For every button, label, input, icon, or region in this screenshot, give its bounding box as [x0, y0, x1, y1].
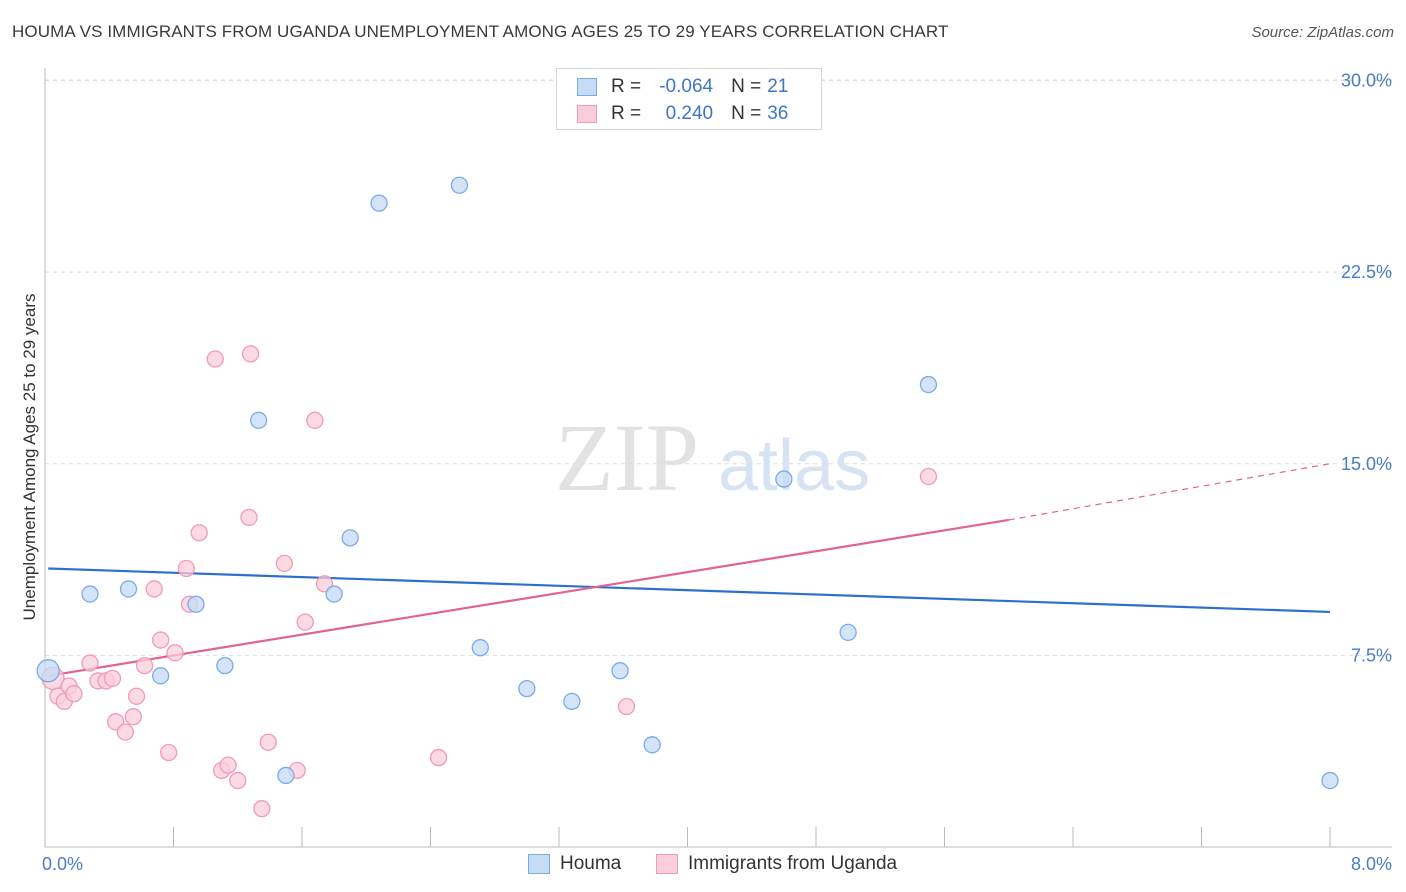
- uganda-point: [166, 644, 184, 662]
- houma-point: [277, 766, 295, 785]
- uganda-point: [177, 559, 196, 578]
- uganda-point: [160, 743, 178, 762]
- houma-point: [36, 659, 60, 683]
- houma-point: [563, 692, 581, 711]
- tick-labels: 7.5% 15.0% 22.5% 30.0% 0.0% 8.0%: [42, 71, 1392, 875]
- houma-point: [919, 375, 938, 394]
- uganda-point: [253, 800, 271, 818]
- uganda-point: [275, 554, 293, 573]
- x-tick-label: 8.0%: [1351, 854, 1392, 874]
- y-tick-label: 7.5%: [1351, 645, 1392, 665]
- uganda-point: [127, 687, 146, 705]
- legend-n-label: N =: [731, 103, 762, 124]
- y-tick-label: 22.5%: [1341, 262, 1392, 282]
- uganda-point: [65, 685, 83, 703]
- uganda-point: [81, 654, 99, 672]
- legend-r-value: -0.064: [659, 76, 714, 97]
- uganda-point: [151, 631, 170, 649]
- uganda-point: [206, 350, 224, 368]
- houma-point: [119, 580, 138, 598]
- legend-r-label: R =: [611, 103, 642, 124]
- uganda-legend-label: Immigrants from Uganda: [688, 853, 898, 874]
- uganda-point: [135, 656, 154, 675]
- legend-r-value: 0.240: [665, 103, 714, 124]
- houma-trend-line: [48, 567, 1331, 614]
- houma-point: [151, 667, 170, 685]
- houma-swatch-icon: [577, 78, 597, 96]
- uganda-point: [229, 771, 247, 790]
- uganda-point: [429, 748, 448, 767]
- legend-row-houma: R = -0.064 N = 21: [577, 75, 788, 99]
- uganda-point: [116, 723, 134, 741]
- axes: [44, 68, 1392, 848]
- correlation-legend: R = -0.064 N = 21 R = 0.240 N = 36: [556, 68, 822, 130]
- legend-n-value: 21: [767, 76, 789, 97]
- uganda-point: [617, 697, 636, 716]
- uganda-legend-icon: [656, 854, 678, 874]
- houma-point: [643, 736, 661, 754]
- uganda-trend-line: [48, 518, 1009, 677]
- chart-title: HOUMA VS IMMIGRANTS FROM UGANDA UNEMPLOY…: [12, 22, 949, 41]
- legend-n-value: 36: [767, 103, 789, 124]
- houma-point: [216, 656, 234, 675]
- uganda-point: [259, 733, 277, 751]
- houma-point: [839, 623, 857, 642]
- houma-point: [450, 176, 469, 194]
- uganda-point: [103, 669, 122, 688]
- houma-point: [518, 679, 536, 698]
- houma-point: [1321, 771, 1339, 790]
- trend-lines: [48, 463, 1331, 677]
- legend-row-uganda: R = 0.240 N = 36: [577, 102, 788, 126]
- y-tick-label: 30.0%: [1341, 71, 1392, 91]
- houma-point: [775, 470, 793, 488]
- legend-n-label: N =: [731, 76, 762, 97]
- source-credit: Source: ZipAtlas.com: [1251, 24, 1394, 41]
- uganda-point: [190, 524, 208, 542]
- x-tick-label: 0.0%: [42, 854, 83, 874]
- uganda-point: [145, 580, 163, 598]
- houma-point: [249, 411, 268, 429]
- uganda-trend-extension: [1008, 463, 1331, 521]
- houma-point: [370, 194, 388, 212]
- houma-legend-label: Houma: [560, 853, 622, 874]
- uganda-point: [219, 756, 237, 774]
- houma-point: [187, 595, 205, 613]
- uganda-point: [241, 345, 260, 363]
- bottom-legend-houma: Houma: [528, 852, 621, 876]
- legend-r-label: R =: [611, 76, 642, 97]
- uganda-point: [124, 708, 142, 726]
- houma-point: [341, 529, 359, 547]
- gridlines: [45, 79, 1392, 656]
- uganda-point: [919, 467, 938, 486]
- watermark-atlas: atlas: [718, 426, 870, 506]
- houma-point: [471, 639, 489, 657]
- houma-point: [611, 662, 629, 680]
- uganda-swatch-icon: [577, 105, 597, 123]
- houma-legend-icon: [528, 854, 550, 874]
- houma-point: [325, 585, 343, 603]
- houma-point: [81, 585, 99, 603]
- uganda-point: [306, 411, 324, 429]
- bottom-legend-uganda: Immigrants from Uganda: [656, 852, 897, 876]
- uganda-point: [296, 613, 314, 631]
- data-points: [36, 176, 1339, 818]
- y-tick-label: 15.0%: [1341, 454, 1392, 474]
- watermark-zip: ZIP: [555, 404, 699, 511]
- uganda-point: [240, 508, 258, 527]
